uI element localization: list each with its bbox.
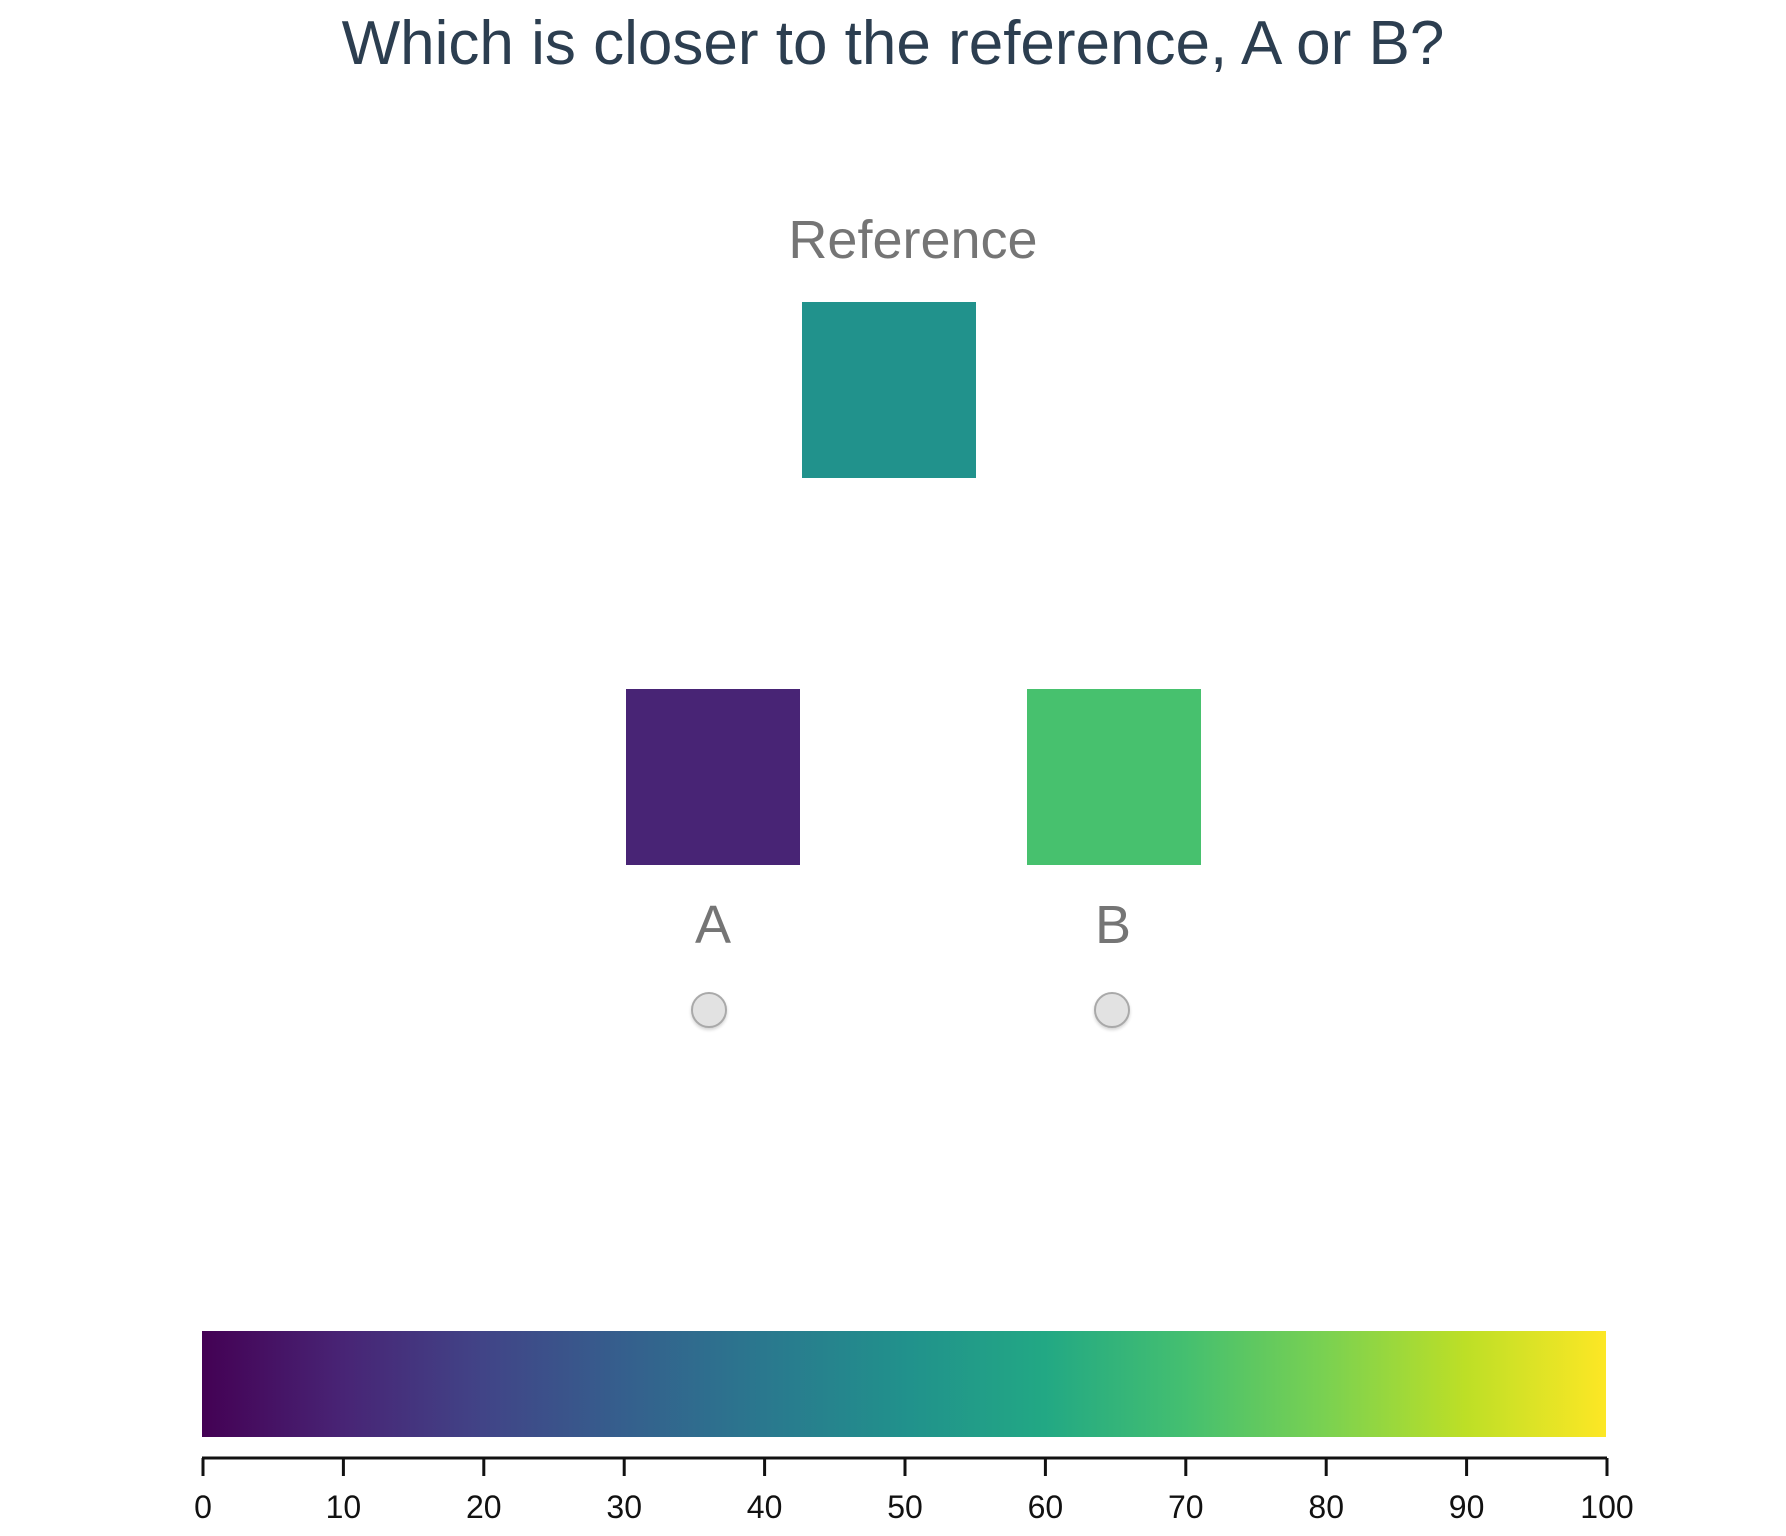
tick-label-60: 60 bbox=[1028, 1489, 1064, 1525]
reference-swatch bbox=[802, 302, 976, 478]
viridis-colorbar bbox=[202, 1331, 1606, 1437]
tick-label-40: 40 bbox=[747, 1489, 783, 1525]
tick-label-90: 90 bbox=[1449, 1489, 1485, 1525]
option-a-label: A bbox=[694, 895, 732, 955]
tick-label-70: 70 bbox=[1168, 1489, 1204, 1525]
tick-label-30: 30 bbox=[606, 1489, 642, 1525]
tick-label-80: 80 bbox=[1308, 1489, 1344, 1525]
tick-label-50: 50 bbox=[887, 1489, 923, 1525]
option-b-radio[interactable] bbox=[1094, 992, 1130, 1028]
option-a-swatch[interactable] bbox=[626, 689, 800, 865]
option-b-swatch[interactable] bbox=[1027, 689, 1201, 865]
option-b-label: B bbox=[1094, 895, 1132, 955]
tick-label-0: 0 bbox=[194, 1489, 212, 1525]
question-title: Which is closer to the reference, A or B… bbox=[341, 9, 1445, 78]
option-a-radio[interactable] bbox=[691, 992, 727, 1028]
tick-label-100: 100 bbox=[1580, 1489, 1633, 1525]
tick-label-20: 20 bbox=[466, 1489, 502, 1525]
tick-label-10: 10 bbox=[326, 1489, 362, 1525]
reference-label: Reference bbox=[788, 210, 1038, 270]
